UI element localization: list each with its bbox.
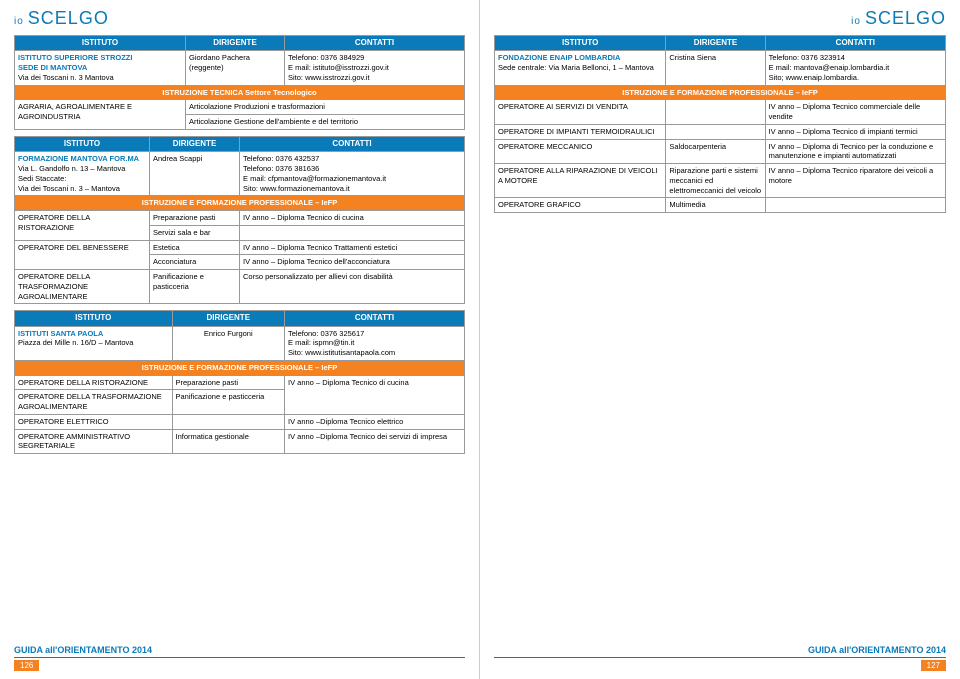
t2-r2c: IV anno – Diploma Tecnico Trattamenti es… [240, 240, 465, 255]
io-label: io [851, 16, 861, 27]
t4-r4a: OPERATORE ALLA RIPARAZIONE DI VEICOLI A … [495, 164, 666, 198]
io-label: io [14, 16, 24, 27]
col-dirigente: DIRIGENTE [150, 136, 240, 151]
t2-r1d: Servizi sala e bar [150, 225, 240, 240]
t4-r3b: Saldocarpenteria [666, 139, 765, 164]
t2-dir: Andrea Scappi [150, 152, 240, 196]
col-dirigente: DIRIGENTE [186, 36, 285, 51]
page-num-126: 126 [14, 660, 39, 671]
t2-r3a: OPERATORE DELLA TRASFORMAZIONE AGROALIME… [15, 270, 150, 304]
page-right: io SCELGO ISTITUTODIRIGENTECONTATTI FOND… [480, 0, 960, 679]
t4-r4b: Riparazione parti e sistemi meccanici ed… [666, 164, 765, 198]
col-istituto: ISTITUTO [495, 36, 666, 51]
t2-r2e: IV anno – Diploma Tecnico dell'acconciat… [240, 255, 465, 270]
t2-name: FORMAZIONE MANTOVA FOR.MAVia L. Gandolfo… [15, 152, 150, 196]
table-santapaola: ISTITUTODIRIGENTECONTATTI ISTITUTI SANTA… [14, 310, 465, 454]
t3-r2a: OPERATORE DELLA TRASFORMAZIONE AGROALIME… [15, 390, 173, 415]
t1-name: ISTITUTO SUPERIORE STROZZI SEDE DI MANTO… [15, 51, 186, 85]
col-dirigente: DIRIGENTE [666, 36, 765, 51]
t2-r1b: Preparazione pasti [150, 211, 240, 226]
t3-contatti: Telefono: 0376 325617E mail: ispmn@tin.i… [285, 326, 465, 360]
footer-left: GUIDA all'ORIENTAMENTO 2014 126 [0, 645, 479, 671]
col-istituto: ISTITUTO [15, 136, 150, 151]
t2-r2d: Acconciatura [150, 255, 240, 270]
t3-r4c: IV anno –Diploma Tecnico dei servizi di … [285, 429, 465, 454]
t1-r1a: AGRARIA, AGROALIMENTARE E AGROINDUSTRIA [15, 100, 186, 130]
header-left: io SCELGO [14, 8, 465, 29]
t3-r4a: OPERATORE AMMINISTRATIVO SEGRETARIALE [15, 429, 173, 454]
t4-r4c: IV anno – Diploma Tecnico riparatore dei… [765, 164, 945, 198]
t2-r2b: Estetica [150, 240, 240, 255]
header-right: io SCELGO [494, 8, 946, 29]
col-istituto: ISTITUTO [15, 311, 173, 326]
t4-r3c: IV anno – Diploma di Tecnico per la cond… [765, 139, 945, 164]
t3-dir: Enrico Furgoni [172, 326, 285, 360]
t3-r1a: OPERATORE DELLA RISTORAZIONE [15, 375, 173, 390]
t2-contatti: Telefono: 0376 432537Telefono: 0376 3816… [240, 152, 465, 196]
t4-r1c: IV anno – Diploma Tecnico commerciale de… [765, 100, 945, 125]
t4-sec: ISTRUZIONE E FORMAZIONE PROFESSIONALE – … [495, 85, 946, 100]
t4-r2c: IV anno – Diploma Tecnico di impianti te… [765, 124, 945, 139]
footer-guida: GUIDA all'ORIENTAMENTO 2014 [494, 645, 946, 658]
t1-r1c: Articolazione Gestione dell'ambiente e d… [186, 115, 465, 130]
t4-r2a: OPERATORE DI IMPIANTI TERMOIDRAULICI [495, 124, 666, 139]
col-dirigente: DIRIGENTE [172, 311, 285, 326]
t3-r3a: OPERATORE ELETTRICO [15, 414, 173, 429]
col-contatti: CONTATTI [285, 311, 465, 326]
table-forma: ISTITUTODIRIGENTECONTATTI FORMAZIONE MAN… [14, 136, 465, 304]
page-num-127: 127 [921, 660, 946, 671]
t3-sec: ISTRUZIONE E FORMAZIONE PROFESSIONALE – … [15, 360, 465, 375]
t2-r2a: OPERATORE DEL BENESSERE [15, 240, 150, 270]
scelgo-label: SCELGO [865, 8, 946, 29]
t3-r2c: IV anno – Diploma Tecnico di cucina [285, 375, 465, 414]
t2-r1c: IV anno – Diploma Tecnico di cucina [240, 211, 465, 226]
t4-r3a: OPERATORE MECCANICO [495, 139, 666, 164]
spread: io SCELGO ISTITUTODIRIGENTECONTATTI ISTI… [0, 0, 960, 679]
col-contatti: CONTATTI [240, 136, 465, 151]
col-contatti: CONTATTI [765, 36, 945, 51]
t1-sec: ISTRUZIONE TECNICA Settore Tecnologico [15, 85, 465, 100]
table-strozzi: ISTITUTODIRIGENTECONTATTI ISTITUTO SUPER… [14, 35, 465, 130]
table-enaip: ISTITUTODIRIGENTECONTATTI FONDAZIONE ENA… [494, 35, 946, 213]
t3-r2b: Panificazione e pasticceria [172, 390, 285, 415]
t3-r3c: IV anno –Diploma Tecnico elettrico [285, 414, 465, 429]
page-left: io SCELGO ISTITUTODIRIGENTECONTATTI ISTI… [0, 0, 480, 679]
t3-r4b: Informatica gestionale [172, 429, 285, 454]
footer-right: GUIDA all'ORIENTAMENTO 2014 127 [480, 645, 960, 671]
t1-contatti: Telefono: 0376 384929E mail: istituto@is… [285, 51, 465, 85]
t4-dir: Cristina Siena [666, 51, 765, 85]
t3-r1b: Preparazione pasti [172, 375, 285, 390]
scelgo-label: SCELGO [28, 8, 109, 29]
t4-r5a: OPERATORE GRAFICO [495, 198, 666, 213]
col-contatti: CONTATTI [285, 36, 465, 51]
t2-r3b: Panificazione e pasticceria [150, 270, 240, 304]
t3-name: ISTITUTI SANTA PAOLAPiazza dei Mille n. … [15, 326, 173, 360]
t4-contatti: Telefono: 0376 323914E mail: mantova@ena… [765, 51, 945, 85]
t2-r3c: Corso personalizzato per allievi con dis… [240, 270, 465, 304]
footer-guida: GUIDA all'ORIENTAMENTO 2014 [14, 645, 465, 658]
t4-r5b: Multimedia [666, 198, 765, 213]
col-istituto: ISTITUTO [15, 36, 186, 51]
t1-dir: Giordano Pachera (reggente) [186, 51, 285, 85]
t2-r1a: OPERATORE DELLA RISTORAZIONE [15, 211, 150, 241]
t4-name: FONDAZIONE ENAIP LOMBARDIASede centrale:… [495, 51, 666, 85]
t4-r1a: OPERATORE AI SERVIZI DI VENDITA [495, 100, 666, 125]
t1-r1b: Articolazione Produzioni e trasformazion… [186, 100, 465, 115]
t2-sec: ISTRUZIONE E FORMAZIONE PROFESSIONALE – … [15, 196, 465, 211]
